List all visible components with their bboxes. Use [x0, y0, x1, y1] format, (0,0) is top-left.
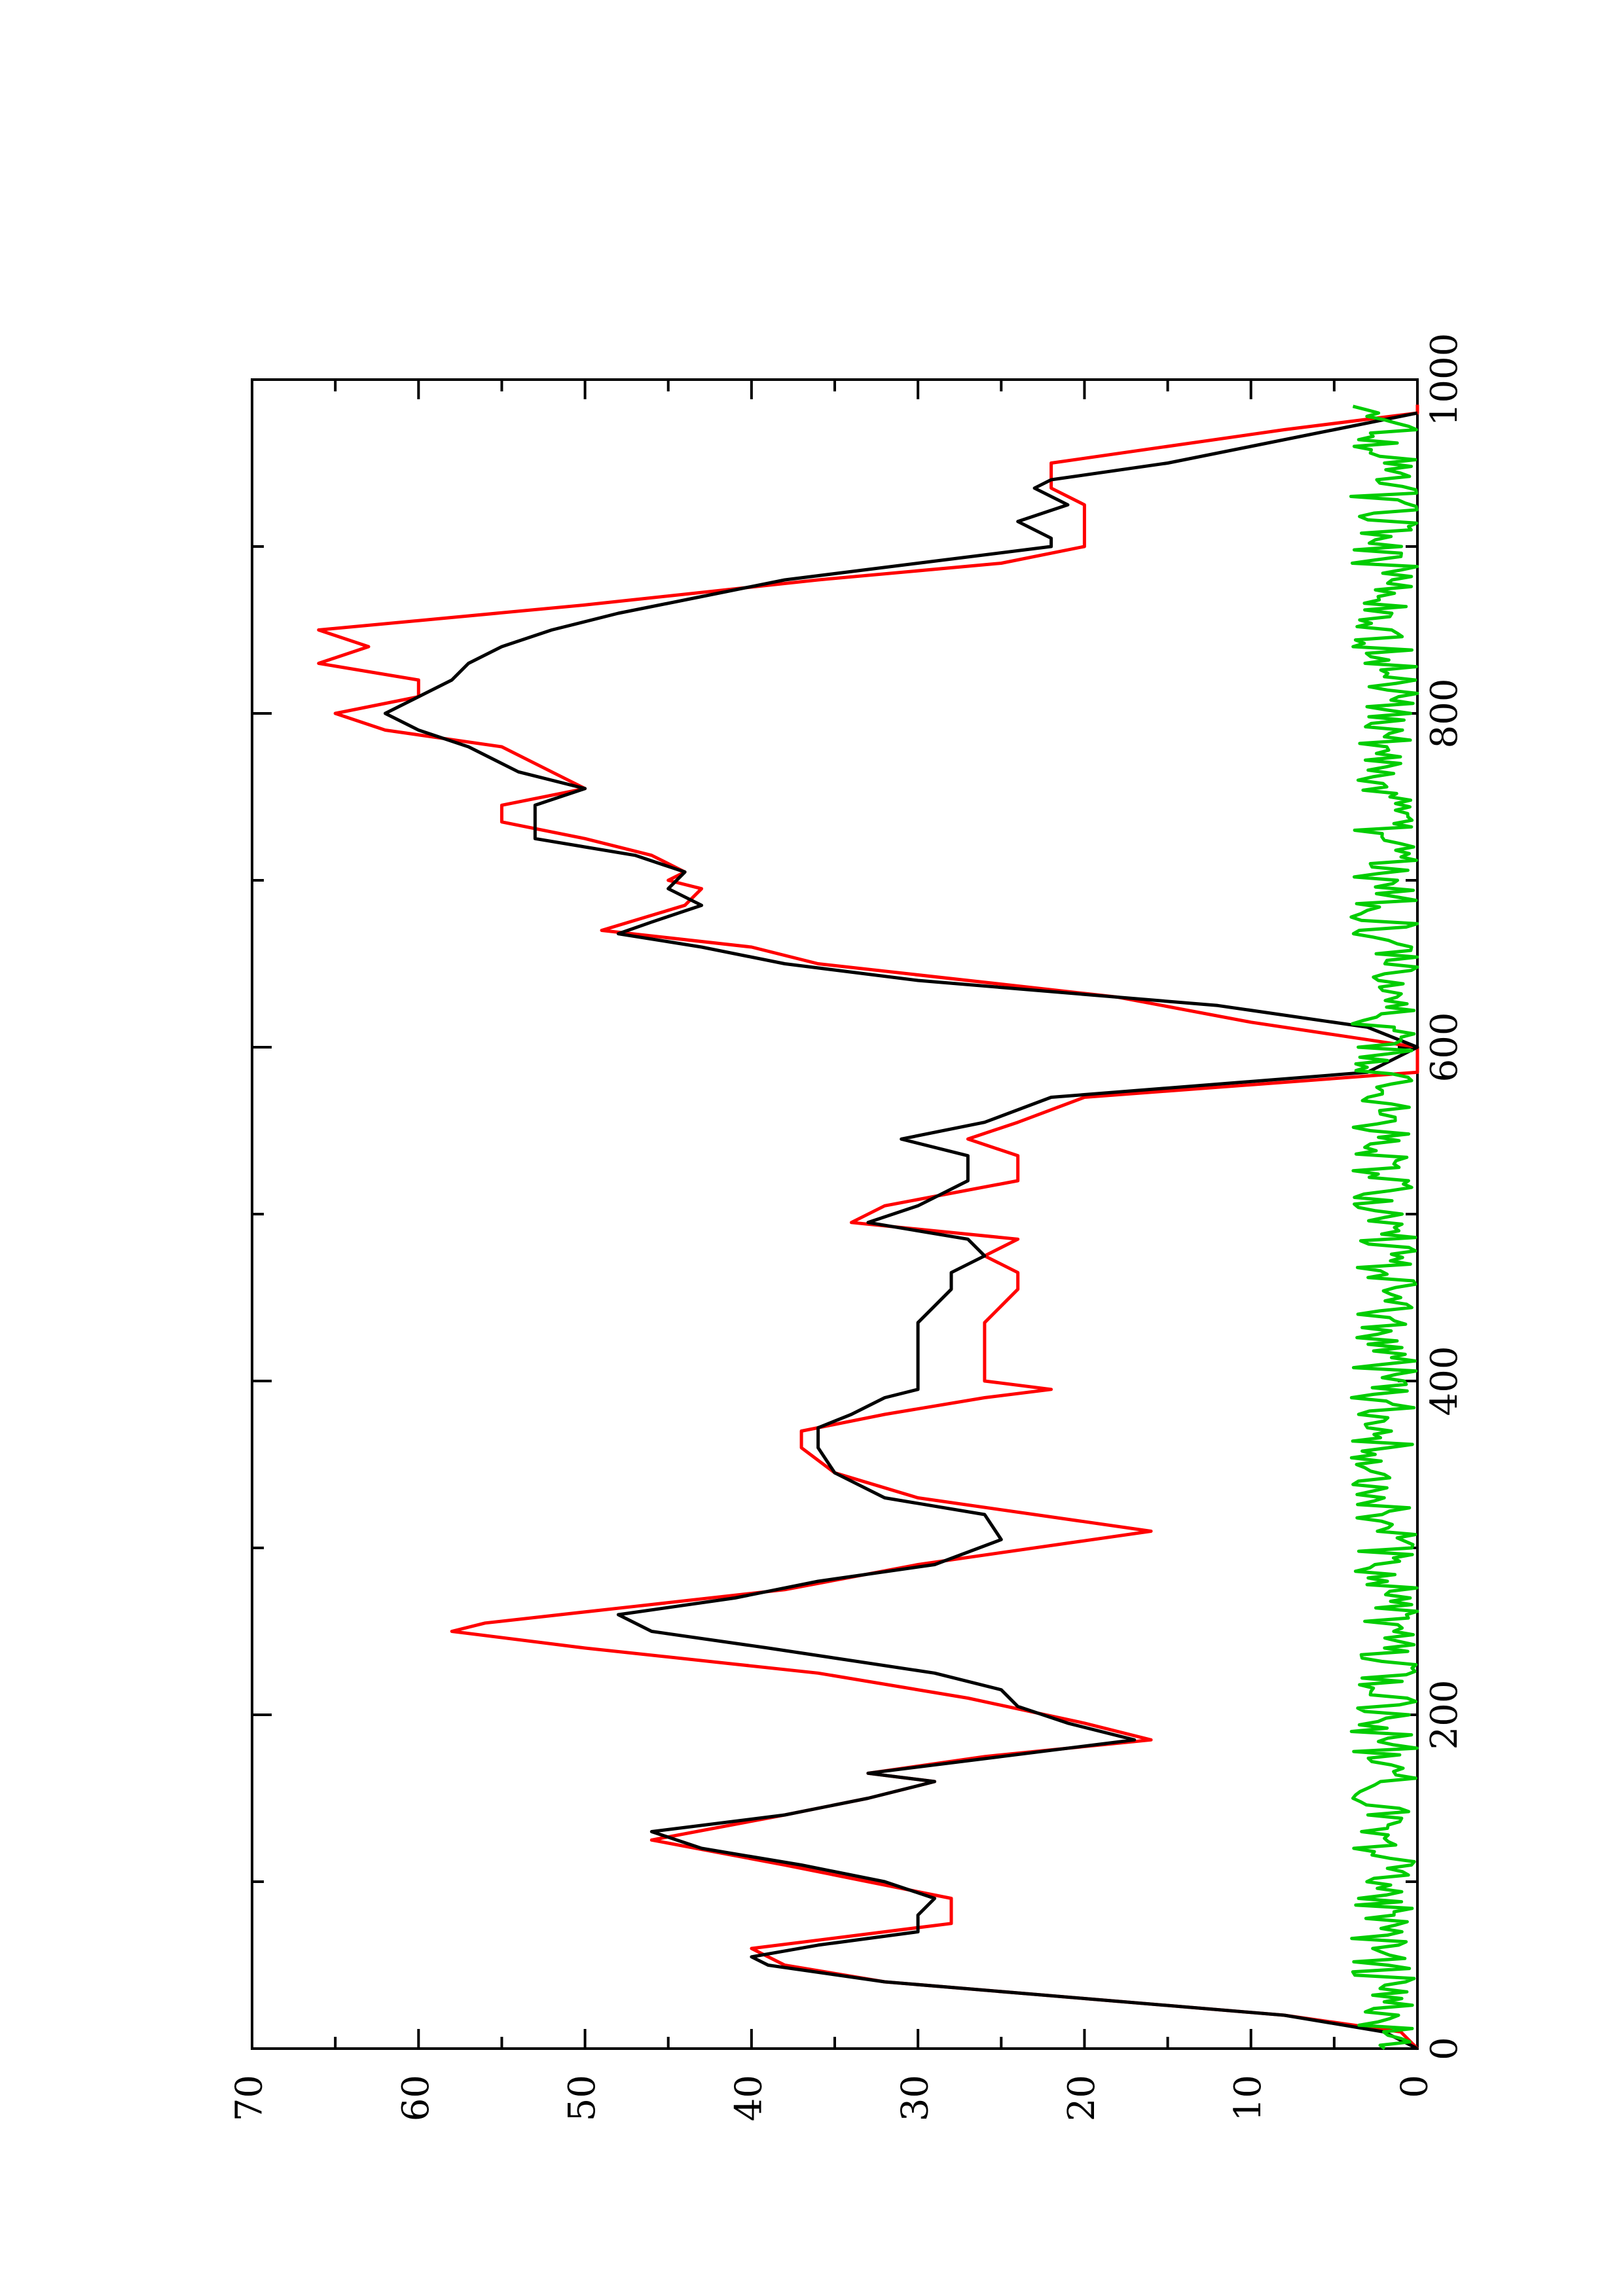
y-tick-label: 20	[1061, 2075, 1103, 2121]
y-tick-label: 30	[894, 2075, 937, 2121]
x-tick-label: 600	[1423, 1013, 1466, 1083]
series-line-2	[383, 411, 1419, 2051]
y-tick-label: 70	[228, 2075, 271, 2121]
series-line-1	[317, 404, 1419, 2050]
y-tick-label: 40	[727, 2075, 770, 2121]
x-tick-label: 800	[1423, 679, 1466, 749]
axis-ticks	[251, 378, 1419, 2050]
axis-tick-labels: 0 200 400 600 800 1000 0 10 20 30 40 50 60 70	[228, 333, 1467, 2122]
x-tick-label: 400	[1423, 1346, 1466, 1416]
x-tick-label: 1000	[1423, 333, 1466, 427]
y-tick-label: 0	[1394, 2075, 1436, 2098]
plot-frame	[251, 378, 1419, 2050]
series-line-3	[1349, 404, 1419, 2051]
series-layer	[317, 404, 1419, 2051]
y-tick-label: 10	[1227, 2075, 1269, 2121]
x-tick-label: 0	[1423, 2037, 1466, 2060]
x-tick-label: 200	[1423, 1680, 1466, 1750]
y-tick-label: 60	[395, 2075, 437, 2121]
y-tick-label: 50	[561, 2075, 604, 2121]
